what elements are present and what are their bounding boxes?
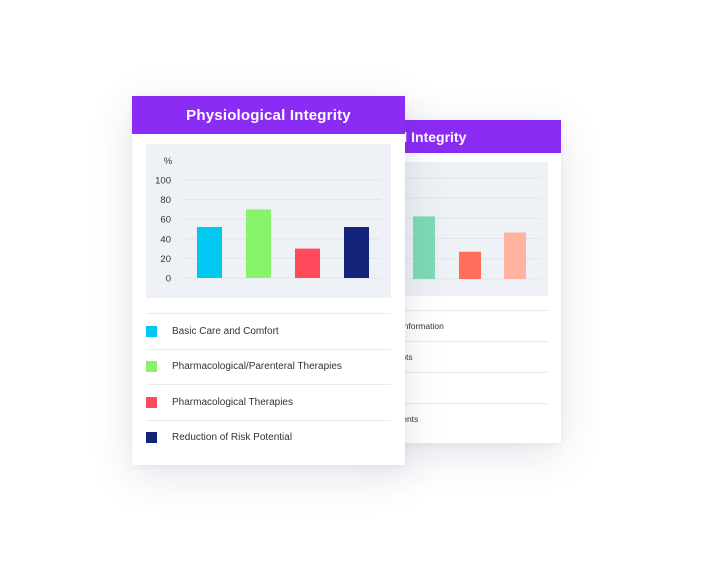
legend-item: Pharmacological/Parenteral Therapies [146, 348, 391, 385]
legend-label: Pharmacological Therapies [172, 396, 293, 408]
back-bar-chart [377, 162, 548, 296]
card-title: Physiological Integrity [186, 106, 351, 124]
bar [459, 251, 481, 279]
physiological-integrity-card: Physiological Integrity % 0 20 40 60 80 100 Ba… [132, 96, 405, 465]
legend-item: Pharmacological Therapies [146, 384, 391, 420]
bar [295, 248, 320, 278]
legend-swatch [146, 325, 157, 337]
bar [246, 209, 271, 278]
bar [413, 216, 435, 279]
card-header: osocial Integrity [377, 120, 561, 153]
y-tick-label: 100 [155, 176, 171, 187]
card-header: Physiological Integrity [132, 96, 405, 134]
y-tick-label: 80 [160, 195, 171, 206]
legend-label: Reduction of Risk Potential [172, 432, 293, 444]
bar [504, 232, 526, 279]
y-tick-label: 0 [166, 274, 171, 285]
y-tick-label: 40 [160, 234, 171, 245]
y-tick-label: 60 [160, 215, 171, 226]
bar [197, 227, 222, 278]
legend-label: Pharmacological/Parenteral Therapies [172, 361, 342, 373]
y-tick-label: 20 [160, 254, 171, 265]
legend-item: cognizing Information [377, 310, 548, 341]
legend-item: Basic Care and Comfort [146, 313, 391, 349]
legend-swatch [146, 361, 157, 373]
legend-label: cognizing Information [377, 321, 444, 331]
y-axis-label: % [164, 156, 173, 167]
legend-label: Basic Care and Comfort [172, 325, 279, 337]
front-bar-chart: % 0 20 40 60 80 100 [146, 144, 391, 298]
front-legend: Basic Care and Comfort Pharmacological/P… [146, 313, 391, 455]
legend-swatch [146, 432, 157, 444]
legend-item: Reduction of Risk Potential [146, 419, 391, 456]
legend-swatch [146, 396, 157, 408]
bar [344, 227, 369, 278]
